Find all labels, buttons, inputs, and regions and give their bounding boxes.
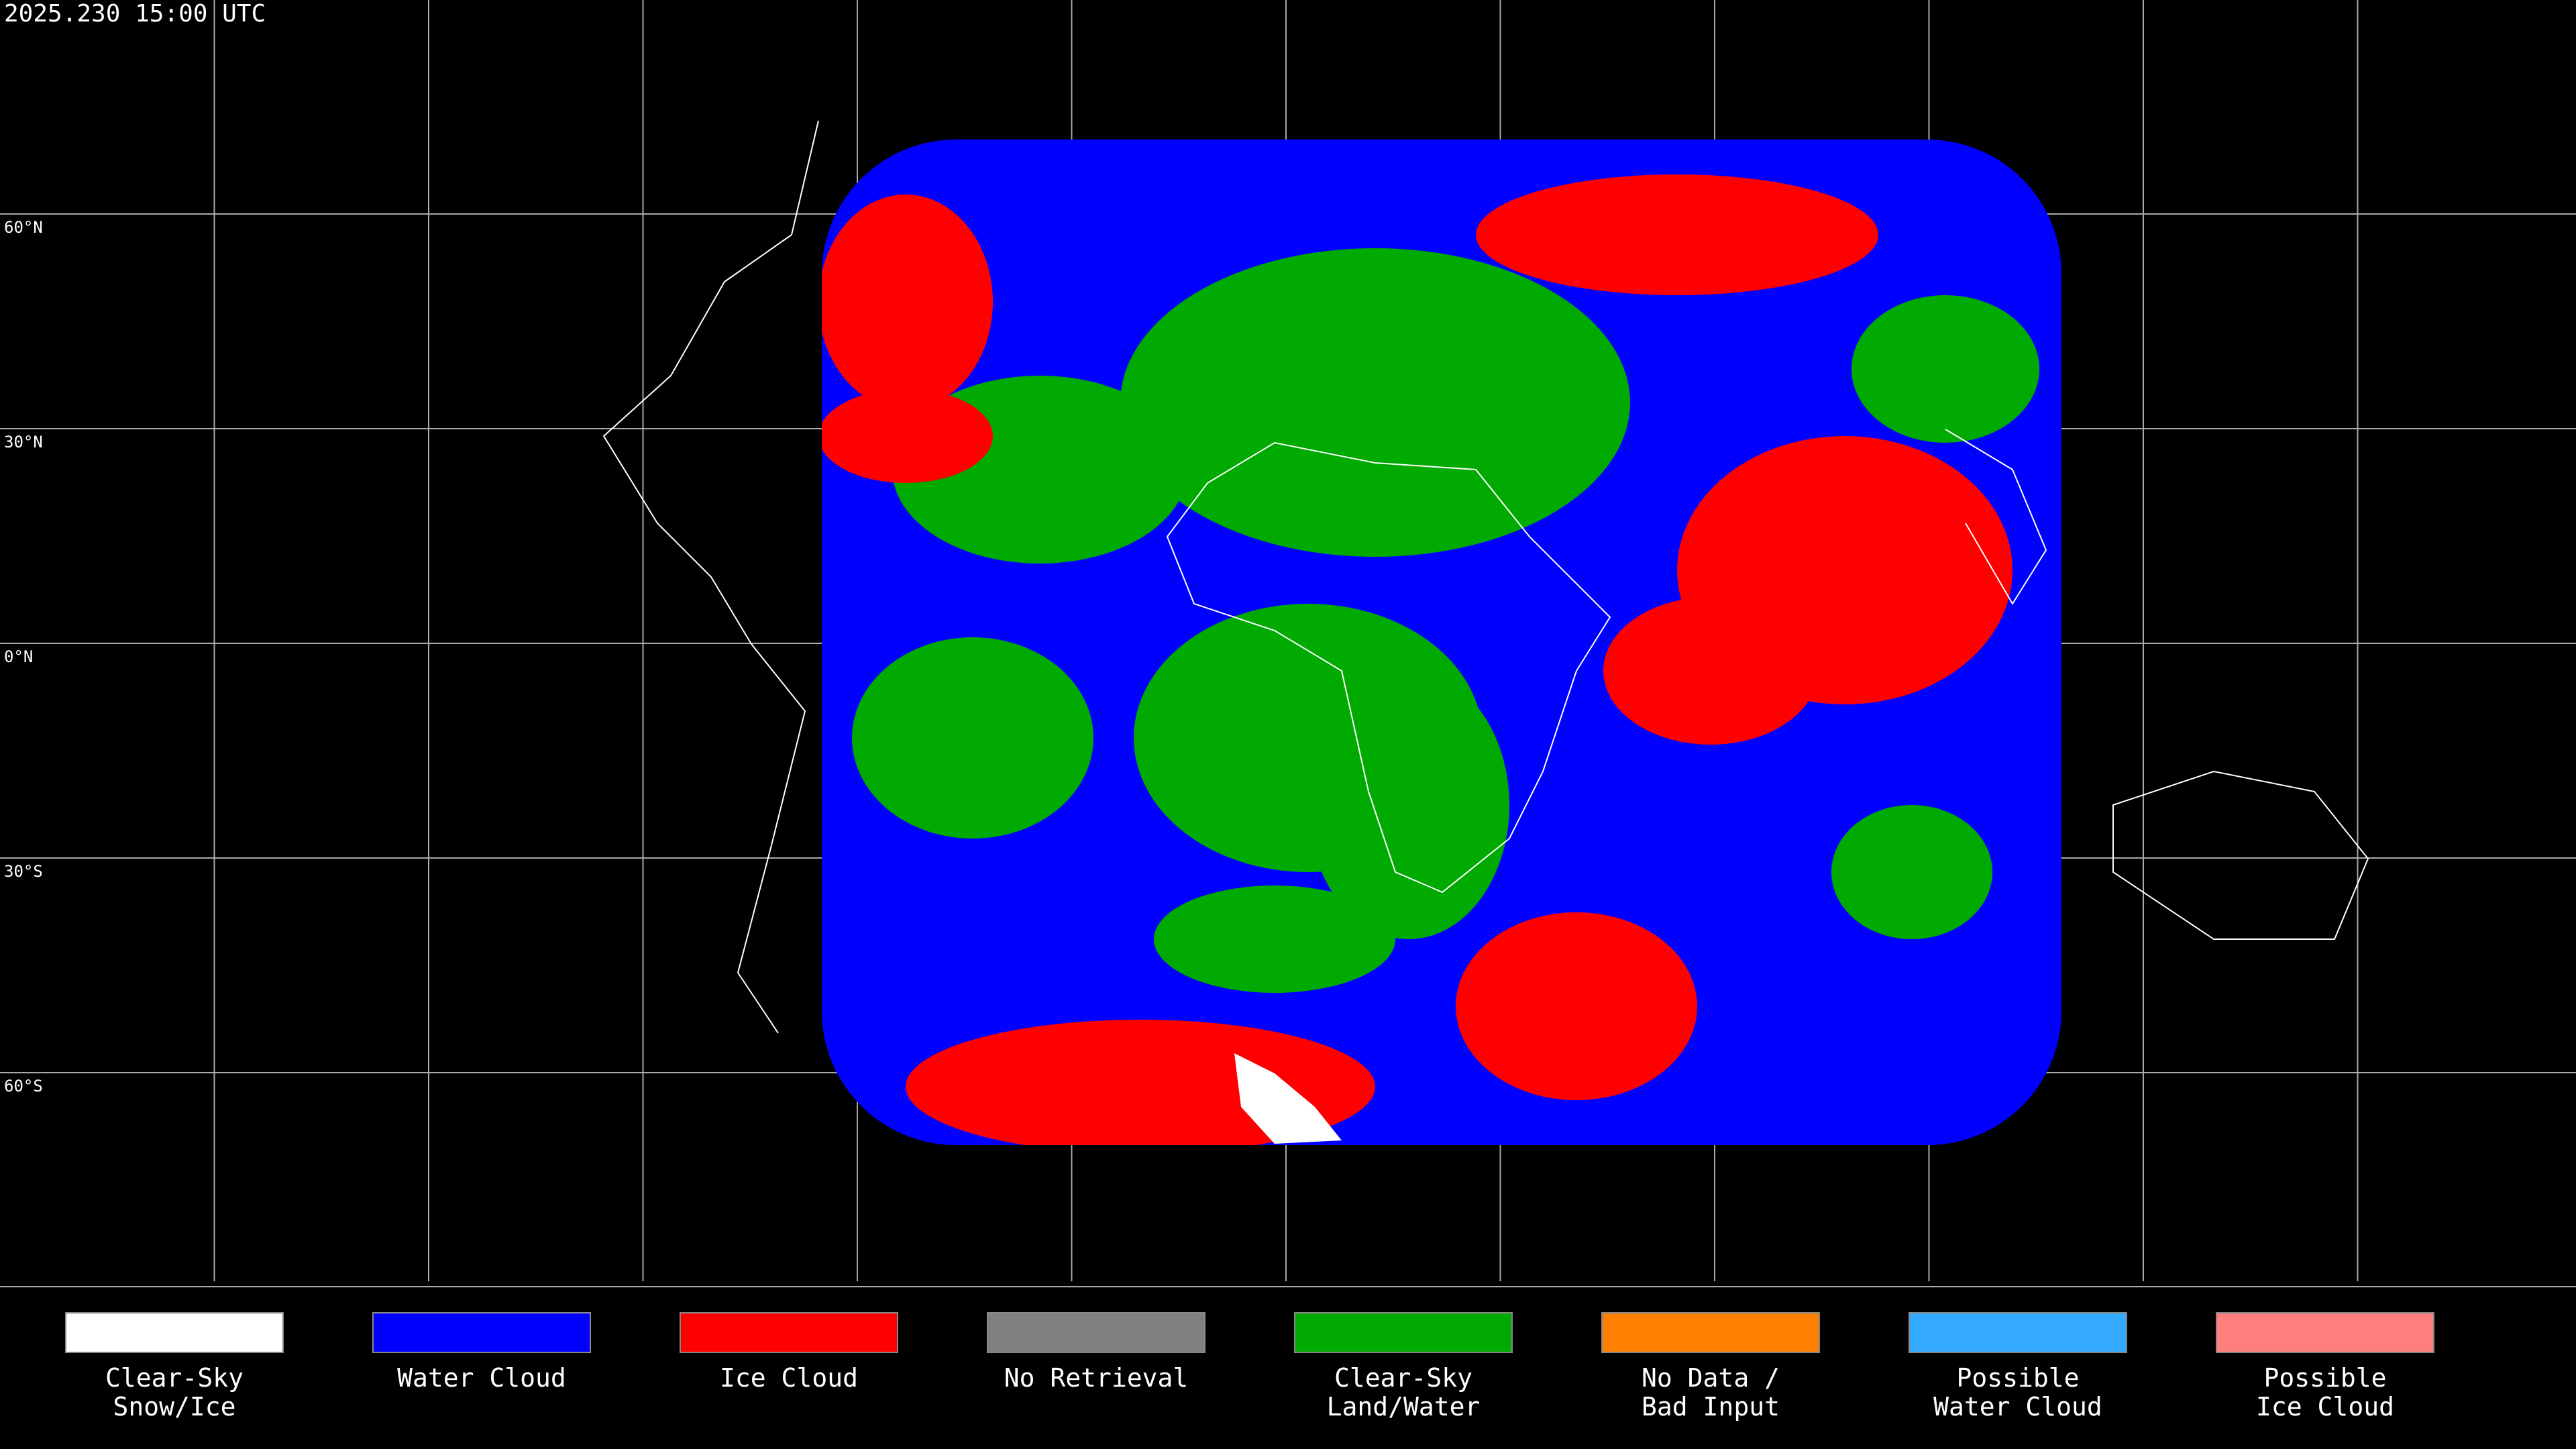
legend-swatch xyxy=(372,1312,591,1353)
latitude-label: 60°S xyxy=(4,1077,43,1095)
legend-swatch xyxy=(987,1312,1205,1353)
legend-label: Land/Water xyxy=(1327,1392,1481,1421)
legend-label: No Retrieval xyxy=(1004,1363,1189,1393)
latitude-label: 30°N xyxy=(4,433,43,451)
latitude-label: 0°N xyxy=(4,647,33,666)
legend-label: Snow/Ice xyxy=(113,1392,235,1421)
legend-label: Water Cloud xyxy=(397,1363,566,1393)
legend-label: Ice Cloud xyxy=(720,1363,858,1393)
legend-swatch xyxy=(1909,1312,2127,1353)
legend-label: Bad Input xyxy=(1642,1392,1780,1421)
legend-swatch xyxy=(65,1312,284,1353)
legend-label: Clear-Sky xyxy=(105,1363,244,1393)
legend-label: Possible xyxy=(1956,1363,2079,1393)
legend-swatch xyxy=(2216,1312,2434,1353)
legend-swatch xyxy=(680,1312,898,1353)
legend-label: Possible xyxy=(2263,1363,2386,1393)
legend-label: Water Cloud xyxy=(1933,1392,2102,1421)
legend-label: Clear-Sky xyxy=(1334,1363,1472,1393)
latitude-labels: 60°N 30°N 0°N 30°S 60°S xyxy=(4,218,43,1095)
legend-swatch xyxy=(1601,1312,1820,1353)
timestamp: 2025.230 15:00 UTC xyxy=(4,0,266,28)
latitude-label: 60°N xyxy=(4,218,43,237)
legend-label: Ice Cloud xyxy=(2256,1392,2394,1421)
legend-swatch xyxy=(1294,1312,1513,1353)
coastlines xyxy=(602,120,2369,1034)
latitude-label: 30°S xyxy=(4,862,43,881)
legend-label: No Data / xyxy=(1642,1363,1780,1393)
cloud-phase-image xyxy=(822,140,2061,1145)
